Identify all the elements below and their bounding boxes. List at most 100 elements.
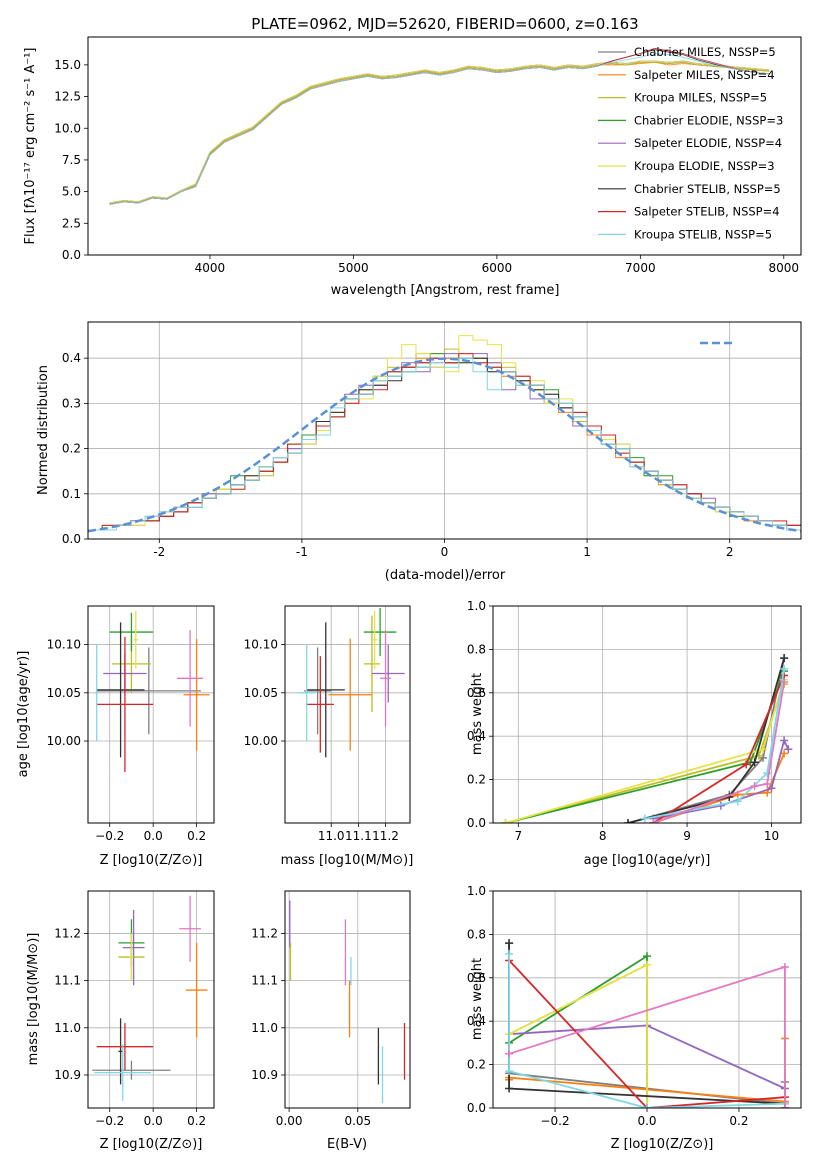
zmass-xlabel: Z [log10(Z/Z⊙)] bbox=[100, 1137, 203, 1152]
ageweight-ylabel: mass weight bbox=[470, 673, 485, 755]
legend-label: Chabrier MILES, NSSP=5 bbox=[634, 45, 776, 59]
ebvmass-points bbox=[289, 900, 406, 1104]
zage-ytick-label: 10.10 bbox=[47, 638, 81, 652]
spectrum-xtick-label: 5000 bbox=[338, 261, 369, 275]
ageweight-series-line bbox=[627, 657, 785, 823]
zweight-marker bbox=[505, 1067, 514, 1076]
zweight-frame bbox=[492, 890, 802, 1109]
spectrum-ylabel: Flux [fλ10⁻¹⁷ erg cm⁻² s⁻¹ A⁻¹] bbox=[23, 48, 38, 245]
residuals-xtick-label: 2 bbox=[726, 545, 734, 559]
ageweight-marker bbox=[784, 745, 793, 754]
ageweight-xtick-label: 7 bbox=[514, 829, 522, 843]
legend-label: Chabrier STELIB, NSSP=5 bbox=[634, 182, 781, 196]
ageweight-xtick-label: 8 bbox=[599, 829, 607, 843]
ageweight-series-line bbox=[652, 681, 785, 823]
ageweight-ytick-label: 1.0 bbox=[467, 599, 486, 613]
ageweight-marker bbox=[759, 753, 768, 762]
zweight-xlabel: Z [log10(Z/Z⊙)] bbox=[611, 1137, 714, 1152]
residuals-xtick-label: 0 bbox=[441, 545, 449, 559]
residuals-xtick-label: -2 bbox=[153, 545, 165, 559]
zweight-marker bbox=[780, 962, 789, 971]
zweight-marker bbox=[505, 1049, 514, 1058]
ageweight-marker bbox=[780, 677, 789, 686]
spectrum-xtick-label: 4000 bbox=[195, 261, 226, 275]
legend-label: Kroupa MILES, NSSP=5 bbox=[634, 91, 767, 105]
massage-ytick-label: 10.05 bbox=[244, 686, 278, 700]
spectrum-xlabel: wavelength [Angstrom, rest frame] bbox=[331, 283, 560, 298]
ageweight-ytick-label: 0.6 bbox=[467, 686, 486, 700]
ageweight-ytick-label: 0.0 bbox=[467, 816, 486, 830]
zmass-xtick-label: 0.2 bbox=[187, 1114, 206, 1128]
ebvmass-ytick-label: 10.9 bbox=[251, 1068, 278, 1082]
ageweight-ytick-label: 0.8 bbox=[467, 642, 486, 656]
residuals-ytick-label: 0.3 bbox=[62, 396, 81, 410]
ebvmass-xtick-label: 0.05 bbox=[344, 1114, 371, 1128]
ebvmass-ytick-label: 11.1 bbox=[251, 974, 278, 988]
spectrum-ytick-label: 7.5 bbox=[62, 153, 81, 167]
spectrum-series-line bbox=[109, 60, 770, 204]
ageweight-marker bbox=[640, 814, 649, 823]
zweight-marker bbox=[505, 949, 514, 958]
ebvmass-frame bbox=[284, 890, 411, 1109]
zage-xlabel: Z [log10(Z/Z⊙)] bbox=[100, 853, 203, 868]
ageweight-marker bbox=[501, 819, 510, 823]
ebv-xlabel: E(B-V) bbox=[327, 1137, 367, 1152]
ageweight-marker bbox=[742, 760, 751, 769]
zmass-xtick-label: −0.2 bbox=[95, 1114, 124, 1128]
zweight-marker bbox=[780, 1104, 789, 1108]
zage-points bbox=[94, 610, 210, 772]
zage-ytick-label: 10.00 bbox=[47, 734, 81, 748]
zmass-frame bbox=[87, 890, 215, 1109]
zweight-series-line bbox=[508, 953, 785, 1108]
massage-ytick-label: 10.10 bbox=[244, 638, 278, 652]
massage-xtick-label: 11.1 bbox=[345, 829, 372, 843]
spectrum-frame bbox=[87, 36, 802, 256]
zweight-ytick-label: 0.8 bbox=[467, 927, 486, 941]
zmass-ylabel: mass [log10(M/M⊙)] bbox=[26, 933, 41, 1066]
zweight-ytick-label: 0.0 bbox=[467, 1101, 486, 1115]
legend-label: Salpeter MILES, NSSP=4 bbox=[634, 68, 775, 82]
zmass-ytick-label: 11.1 bbox=[54, 974, 81, 988]
residuals-steps bbox=[88, 335, 801, 533]
legend-label: Chabrier ELODIE, NSSP=3 bbox=[634, 113, 783, 127]
spectrum-title: PLATE=0962, MJD=52620, FIBERID=0600, z=0… bbox=[251, 15, 638, 33]
ebvmass-axes: 0.00 0.05 10.9 11.0 11.1 11.2 bbox=[251, 891, 410, 1128]
zweight-marker bbox=[643, 960, 651, 969]
spectrum-axes: 4000 5000 6000 7000 8000 0.0 2.5 5.0 7.5 10.0 12.5… bbox=[54, 58, 799, 275]
ageweight-marker bbox=[733, 797, 742, 806]
zweight-marker bbox=[643, 1104, 651, 1108]
zweight-ylabel: mass weight bbox=[470, 958, 485, 1040]
zweight-xtick-label: 0.0 bbox=[637, 1114, 656, 1128]
spectrum-series-line bbox=[109, 61, 770, 205]
massage-axes: 11.0 11.1 11.2 10.00 10.05 10.10 bbox=[244, 606, 410, 843]
residuals-ylabel: Normed distribution bbox=[36, 365, 51, 495]
zweight-marker bbox=[643, 952, 651, 961]
residuals-ytick-label: 0.1 bbox=[62, 487, 81, 501]
zage-xtick-label: 0.0 bbox=[144, 829, 163, 843]
zage-ylabel: age [log10(age/yr)] bbox=[16, 651, 31, 778]
spectrum-ytick-label: 0.0 bbox=[62, 248, 81, 262]
spectrum-ytick-label: 12.5 bbox=[54, 90, 81, 104]
residuals-series-step bbox=[88, 357, 801, 531]
gaussian-curve bbox=[88, 357, 801, 533]
ageweight-xtick-label: 9 bbox=[683, 829, 691, 843]
zmass-ytick-label: 11.2 bbox=[54, 926, 81, 940]
legend-label: Salpeter STELIB, NSSP=4 bbox=[634, 205, 780, 219]
zmass-axes: −0.2 0.0 0.2 10.9 11.0 11.1 11.2 bbox=[54, 891, 214, 1128]
ageweight-marker bbox=[763, 779, 772, 788]
zweight-series-line bbox=[508, 959, 785, 1108]
residuals-frame bbox=[87, 321, 802, 540]
zmass-ytick-label: 11.0 bbox=[54, 1021, 81, 1035]
ageweight-lines bbox=[501, 654, 793, 823]
massage-frame bbox=[284, 605, 411, 824]
ageweight-marker bbox=[624, 819, 633, 823]
ageweight-marker bbox=[780, 736, 789, 745]
ageweight-marker bbox=[750, 758, 759, 767]
zage-xtick-label: −0.2 bbox=[95, 829, 124, 843]
zweight-ytick-label: 1.0 bbox=[467, 884, 486, 898]
ageweight-marker bbox=[767, 784, 776, 793]
zweight-ytick-label: 0.6 bbox=[467, 971, 486, 985]
spectrum-ytick-label: 2.5 bbox=[62, 216, 81, 230]
spectrum-legend: Chabrier MILES, NSSP=5 Salpeter MILES, NS… bbox=[598, 45, 783, 241]
